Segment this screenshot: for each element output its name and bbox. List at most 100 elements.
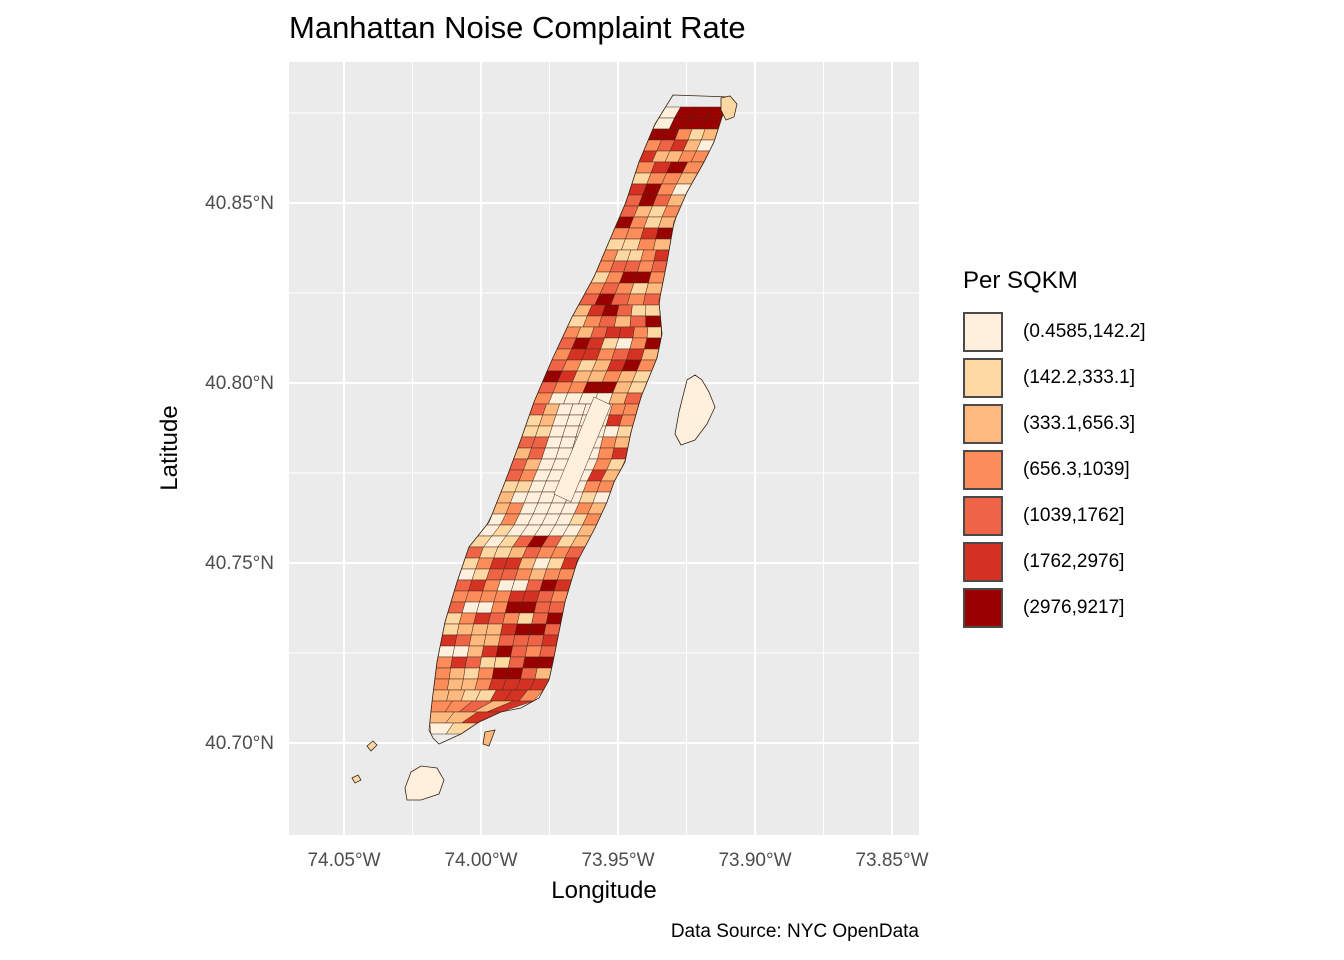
x-tick-label: 73.85°W <box>855 850 929 871</box>
legend-swatch <box>963 542 1003 582</box>
legend-swatch <box>963 312 1003 352</box>
district-polygon <box>487 612 506 625</box>
y-tick-label: 40.75°N <box>205 553 274 574</box>
district-polygon <box>466 645 485 658</box>
district-polygon <box>645 315 662 328</box>
district-polygon <box>431 689 450 702</box>
district-polygon <box>454 634 472 647</box>
district-polygon <box>640 249 657 262</box>
x-tick-label: 74.05°W <box>307 850 381 871</box>
district-polygon <box>522 656 540 669</box>
legend-swatch <box>963 496 1003 536</box>
legend-label: (1762,2976] <box>1023 551 1125 572</box>
district-polygon <box>450 656 468 669</box>
map-svg <box>289 62 919 835</box>
district-polygon <box>500 623 518 636</box>
district-polygon <box>479 656 497 669</box>
district-polygon <box>640 227 659 240</box>
district-polygon <box>442 623 460 636</box>
map-title: Manhattan Noise Complaint Rate <box>289 10 746 45</box>
legend-title: Per SQKM <box>963 267 1078 294</box>
district-polygon <box>493 656 511 669</box>
data-source-caption: Data Source: NYC OpenData <box>670 921 919 942</box>
legend-swatch <box>963 358 1003 398</box>
district-polygon <box>648 271 666 284</box>
district-polygon <box>636 238 657 251</box>
district-polygon <box>516 612 535 625</box>
district-polygon <box>519 601 537 614</box>
district-polygon <box>471 623 489 636</box>
legend-item: (1762,2976] <box>963 539 1146 585</box>
legend-label: (656.3,1039] <box>1023 459 1130 480</box>
district-polygon <box>642 293 661 306</box>
district-polygon <box>630 304 647 317</box>
marble-hill-polygon <box>720 95 738 121</box>
district-polygon <box>439 634 458 647</box>
district-polygon <box>613 436 631 449</box>
district-polygon <box>526 634 545 647</box>
district-polygon <box>645 304 661 317</box>
district-polygon <box>536 656 555 669</box>
district-polygons <box>351 94 738 801</box>
district-polygon <box>618 326 635 339</box>
district-polygon <box>463 667 480 680</box>
district-polygon <box>533 601 552 614</box>
district-polygon <box>433 678 450 691</box>
x-axis-label: Longitude <box>551 877 657 904</box>
legend-item: (333.1,656.3] <box>963 401 1146 447</box>
district-polygon <box>534 667 552 680</box>
district-polygon <box>629 337 648 350</box>
district-polygon <box>646 326 662 339</box>
plot-panel <box>289 62 919 835</box>
district-polygon <box>543 623 561 636</box>
district-polygon <box>614 315 632 328</box>
district-polygon <box>640 348 660 361</box>
legend-label: (0.4585,142.2] <box>1023 321 1146 342</box>
district-polygon <box>435 656 453 669</box>
manhattan-outline <box>428 94 731 745</box>
district-polygon <box>531 612 549 625</box>
legend-swatch <box>963 588 1003 628</box>
district-polygon <box>452 645 470 658</box>
legend-item: (2976,9217] <box>963 585 1146 631</box>
legend-label: (333.1,656.3] <box>1023 413 1135 434</box>
district-polygon <box>632 326 649 339</box>
district-polygon <box>464 656 482 669</box>
y-tick-label: 40.85°N <box>205 193 274 214</box>
district-polygon <box>520 667 538 680</box>
district-polygon <box>483 634 501 647</box>
legend: Per SQKM (0.4585,142.2] (142.2,333.1] (333… <box>963 267 1146 631</box>
district-polygon <box>653 249 670 262</box>
legend-label: (2976,9217] <box>1023 597 1125 618</box>
district-polygon <box>468 634 487 647</box>
district-polygon <box>652 238 672 251</box>
district-polygon <box>448 667 466 680</box>
district-polygon <box>529 623 547 636</box>
district-polygon <box>644 337 662 350</box>
district-polygon <box>616 304 633 317</box>
legend-label: (1039,1762] <box>1023 505 1125 526</box>
legend-label: (142.2,333.1] <box>1023 367 1135 388</box>
x-tick-label: 73.90°W <box>718 850 792 871</box>
district-polygon <box>645 282 664 295</box>
y-axis-label: Latitude <box>156 405 183 491</box>
legend-items: (0.4585,142.2] (142.2,333.1] (333.1,656.3]… <box>963 309 1146 631</box>
district-polygon <box>611 447 629 460</box>
district-polygon <box>508 656 526 669</box>
district-polygon <box>626 293 646 306</box>
district-polygon <box>598 315 617 328</box>
district-polygon <box>604 326 622 339</box>
legend-item: (142.2,333.1] <box>963 355 1146 401</box>
legend-item: (656.3,1039] <box>963 447 1146 493</box>
district-polygon <box>599 436 617 449</box>
roosevelt-island-polygon <box>482 729 496 747</box>
district-polygon <box>491 667 509 680</box>
governors-island-polygon <box>404 765 445 801</box>
district-polygon <box>514 623 532 636</box>
district-polygon <box>434 667 451 680</box>
district-polygon <box>512 634 530 647</box>
district-polygon <box>504 601 523 614</box>
district-polygon <box>437 645 456 658</box>
district-polygon <box>548 601 566 614</box>
